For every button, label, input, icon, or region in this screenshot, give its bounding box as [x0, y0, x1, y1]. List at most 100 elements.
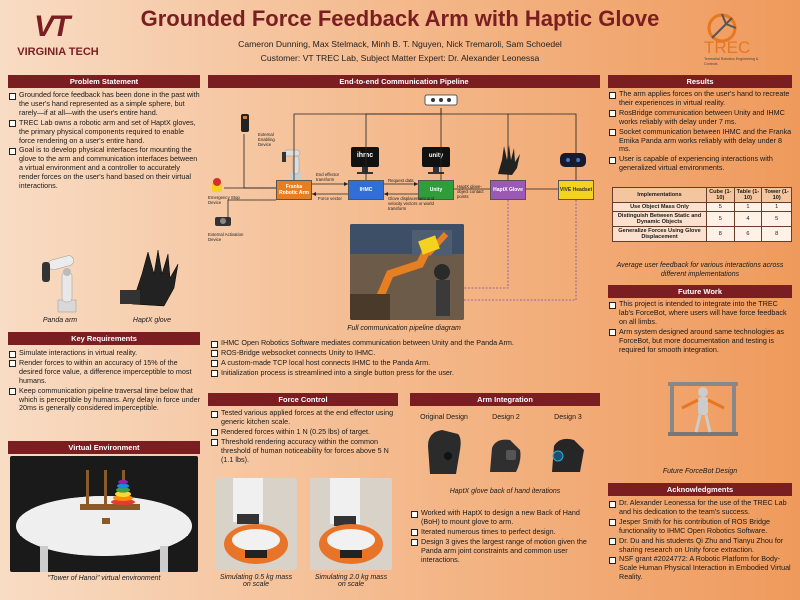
table-header: Implementations	[612, 187, 707, 203]
list-item: NSF grant #2024772: A Robotic Platform f…	[608, 555, 792, 582]
list-item: RosBridge communication between Unity an…	[608, 108, 792, 127]
table-cell: Use Object Mass Only	[612, 202, 707, 212]
trec-gear-icon	[707, 13, 737, 43]
pipeline-heading: End-to-end Communication Pipeline	[208, 75, 600, 88]
scale-caption-left: Simulating 0.5 kg mass on scale	[219, 574, 293, 588]
table-cell: 5	[761, 211, 792, 227]
forcebot-caption: Future ForceBot Design	[662, 468, 738, 475]
future-work-heading: Future Work	[608, 285, 792, 298]
end-effector-label: End effector transform	[316, 172, 340, 182]
list-item: Render forces to within an accuracy of 1…	[8, 358, 200, 386]
arm-integration-caption: HaptX glove back of hand iterations	[449, 488, 561, 495]
list-item: TREC Lab owns a robotic arm and set of H…	[8, 118, 200, 146]
request-data-label: Request data	[388, 178, 414, 183]
table-cell: 1	[733, 202, 763, 212]
table-header: Table (1-10)	[733, 187, 763, 203]
list-item: User is capable of experiencing interact…	[608, 154, 792, 173]
list-item: Worked with HaptX to design a new Back o…	[410, 508, 600, 527]
table-row: Distinguish Between Static and Dynamic O…	[612, 211, 792, 227]
list-item: Grounded force feedback has been done in…	[8, 90, 200, 118]
list-item: Rendered forces within 1 N (0.25 lbs) of…	[210, 427, 398, 437]
haptx-glove-icon	[498, 145, 520, 175]
pipeline-caption: Full communication pipeline diagram	[347, 325, 461, 332]
design-label-original: Original Design	[420, 414, 468, 421]
design-2-image	[490, 439, 521, 472]
results-table-caption: Average user feedback for various intera…	[616, 262, 784, 278]
pipeline-connectors	[224, 108, 577, 301]
list-item: This project is intended to integrate in…	[608, 299, 792, 327]
panda-arm-image	[20, 244, 100, 314]
force-vector-label: Force vector	[318, 196, 342, 201]
vt-wordmark: VIRGINIA TECH	[17, 46, 99, 58]
results-heading: Results	[608, 75, 792, 88]
node-unity: Unity	[418, 180, 454, 200]
enabling-device-icon	[241, 114, 249, 132]
design-original-image	[428, 430, 461, 474]
problem-heading: Problem Statement	[8, 75, 200, 88]
list-item: Goal is to develop physical interfaces f…	[8, 146, 200, 191]
poster-title: Grounded Force Feedback Arm with Haptic …	[140, 6, 660, 31]
arm-integration-heading: Arm Integration	[410, 393, 600, 406]
table-cell: 5	[706, 202, 735, 212]
problem-list: Grounded force feedback has been done in…	[8, 90, 200, 192]
external-enabling-label: External Enabling Device	[258, 132, 275, 147]
external-activation-label: External Activation Device	[208, 232, 244, 242]
acknowledgments-list: Dr. Alexander Leonessa for the use of th…	[608, 498, 792, 583]
list-item: Jesper Smith for his contribution of ROS…	[608, 517, 792, 536]
list-item: Iterated numerous times to perfect desig…	[410, 527, 600, 537]
table-cell: 4	[733, 211, 763, 227]
forcebot-image	[668, 382, 738, 436]
power-strip-icon	[424, 94, 458, 106]
list-item: Threshold rendering accuracy within the …	[210, 437, 398, 465]
acknowledgments-heading: Acknowledgments	[608, 483, 792, 496]
force-control-list: Tested various applied forces at the end…	[210, 408, 398, 465]
list-item: Initialization process is streamlined in…	[210, 368, 600, 378]
table-cell: 8	[761, 226, 792, 242]
glove-displacement-label: Glove displacement and velocity vectors …	[388, 196, 435, 211]
table-header: Cube (1-10)	[706, 187, 735, 203]
table-cell: 6	[733, 226, 763, 242]
poster-customer: Customer: VT TREC Lab, Subject Matter Ex…	[260, 53, 540, 63]
haptx-glove-image	[112, 244, 192, 314]
pipeline-diagram: External Enabling Device Emergency Stop …	[208, 92, 600, 322]
unity-monitor-icon	[422, 147, 450, 174]
design-label-2: Design 2	[492, 414, 520, 421]
trec-wordmark: TREC	[704, 38, 751, 57]
haptx-contact-label: HaptX glove-object contact points	[457, 184, 484, 199]
future-work-list: This project is intended to integrate in…	[608, 299, 792, 355]
table-header: Tower (1-10)	[761, 187, 792, 203]
list-item: A custom-made TCP local host connects IH…	[210, 358, 600, 368]
list-item: Dr. Du and his students Qi Zhu and Tiany…	[608, 536, 792, 555]
activation-device-icon	[215, 217, 231, 226]
list-item: Simulate interactions in virtual reality…	[8, 348, 200, 358]
scale-photo-left	[215, 478, 297, 570]
vive-headset-icon	[560, 153, 586, 167]
table-cell: 8	[706, 226, 735, 242]
table-header-row: Implementations Cube (1-10) Table (1-10)…	[612, 187, 792, 203]
list-item: ROS-Bridge websocket connects Unity to I…	[210, 348, 600, 358]
pipeline-list: IHMC Open Robotics Software mediates com…	[210, 338, 600, 379]
list-item: The arm applies forces on the user's han…	[608, 89, 792, 108]
trec-subtitle: Terrestrial Robotics Engineering & Contr…	[704, 57, 759, 66]
emergency-stop-label: Emergency Stop Device	[208, 195, 240, 205]
requirements-list: Simulate interactions in virtual reality…	[8, 348, 200, 414]
tower-of-hanoi-image	[10, 456, 198, 572]
table-row: Use Object Mass Only 5 1 1	[612, 202, 792, 212]
lab-photo	[350, 224, 464, 320]
vt-logo: VT VIRGINIA TECH	[8, 10, 108, 62]
vt-monogram: VT	[34, 10, 70, 43]
requirements-heading: Key Requirements	[8, 332, 200, 345]
list-item: Keep communication pipeline traversal ti…	[8, 386, 200, 414]
emergency-stop-icon	[212, 178, 222, 192]
results-table: Implementations Cube (1-10) Table (1-10)…	[612, 187, 792, 242]
virtual-env-heading: Virtual Environment	[8, 441, 200, 454]
panda-arm-caption: Panda arm	[42, 317, 78, 324]
force-control-heading: Force Control	[208, 393, 398, 406]
list-item: Socket communication between IHMC and th…	[608, 127, 792, 155]
results-list: The arm applies forces on the user's han…	[608, 89, 792, 174]
list-item: Design 3 gives the largest range of moti…	[410, 537, 600, 565]
tower-of-hanoi-caption: "Tower of Hanoi" virtual environment	[47, 575, 161, 582]
poster-authors: Cameron Dunning, Max Stelmack, Minh B. T…	[238, 39, 562, 49]
table-row: Generalize Forces Using Glove Displaceme…	[612, 226, 792, 242]
ihmc-logo-text: ihmc	[356, 152, 374, 159]
